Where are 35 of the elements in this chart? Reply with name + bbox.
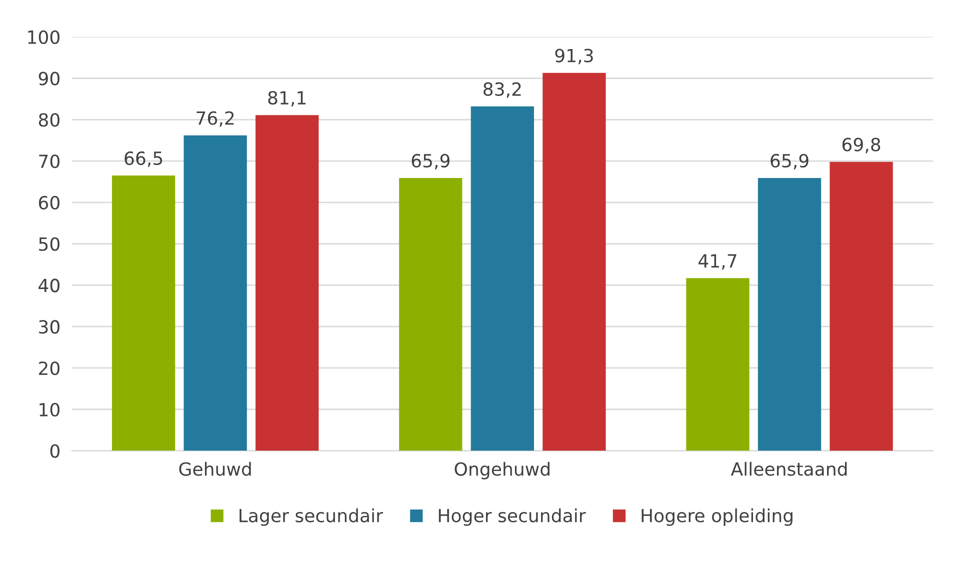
data-label: 76,2 xyxy=(196,111,234,127)
data-label: 65,9 xyxy=(412,154,450,170)
bar xyxy=(112,176,176,451)
y-tick-label: 30 xyxy=(39,320,60,334)
y-tick-label: 10 xyxy=(40,402,60,416)
y-tick-label: 70 xyxy=(39,154,60,168)
y-tick-label: 20 xyxy=(39,361,60,376)
legend-label: Hoger secundair xyxy=(438,508,586,526)
y-tick-label: 90 xyxy=(38,72,60,86)
bar xyxy=(758,178,822,451)
y-tick-label: 100 xyxy=(28,30,60,44)
data-label: 91,3 xyxy=(555,48,593,64)
x-tick-label: Ongehuwd xyxy=(454,462,550,480)
y-tick-label: 60 xyxy=(38,196,60,210)
bar xyxy=(830,162,893,451)
legend-label: Lager secundair xyxy=(240,508,383,526)
x-tick-label: Alleenstaand xyxy=(730,462,847,476)
data-label: 66,5 xyxy=(124,151,162,167)
bar xyxy=(470,106,534,451)
y-tick-label: 50 xyxy=(39,237,60,251)
data-label: 65,9 xyxy=(770,154,808,170)
data-label: 83,2 xyxy=(484,82,521,98)
x-tick-label: Gehuwd xyxy=(179,462,251,476)
bar xyxy=(184,135,247,451)
data-label: 69,8 xyxy=(842,138,880,154)
data-label: 81,1 xyxy=(268,90,306,106)
legend-label: Hogere opleiding xyxy=(642,508,792,526)
y-tick-label: 40 xyxy=(38,278,60,292)
bar xyxy=(542,72,606,451)
data-label: 41,7 xyxy=(698,254,736,270)
bar xyxy=(256,115,319,451)
y-tick-label: 80 xyxy=(38,113,60,127)
bar xyxy=(399,178,462,451)
y-tick-label: 0 xyxy=(50,444,60,458)
bar xyxy=(686,278,750,451)
